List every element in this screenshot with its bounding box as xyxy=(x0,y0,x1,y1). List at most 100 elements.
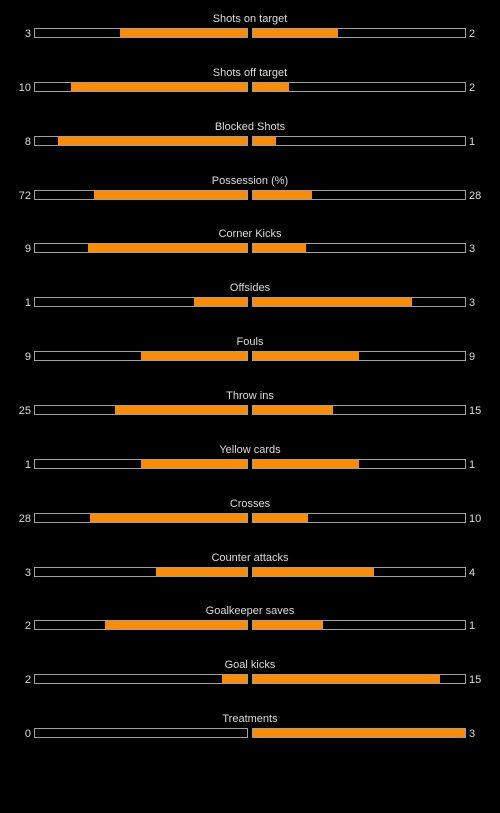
away-bar-fill xyxy=(253,82,290,91)
away-bar xyxy=(252,566,466,577)
stat-label: Possession (%) xyxy=(211,174,289,187)
away-value: 2 xyxy=(469,28,476,40)
away-bar xyxy=(252,351,466,362)
stat-label: Throw ins xyxy=(226,389,274,402)
home-value: 0 xyxy=(24,728,31,741)
home-value: 3 xyxy=(24,566,31,579)
away-value: 10 xyxy=(469,512,482,525)
home-bar xyxy=(34,458,248,469)
stat-label: Goalkeeper saves xyxy=(205,605,295,618)
away-bar xyxy=(252,81,466,92)
stat-label: Counter attacks xyxy=(211,551,289,564)
home-value: 3 xyxy=(24,28,31,40)
home-bar-fill xyxy=(94,190,247,199)
stat-row: Shots off target 10 2 xyxy=(0,62,500,102)
away-bar-fill xyxy=(253,244,306,253)
home-bar xyxy=(34,620,248,631)
stat-label: Shots off target xyxy=(212,66,288,79)
away-bar-fill xyxy=(253,352,359,361)
away-value: 28 xyxy=(469,189,482,202)
stat-row: Fouls 9 9 xyxy=(0,331,500,371)
home-value: 28 xyxy=(18,512,31,525)
away-bar xyxy=(252,674,466,685)
home-value: 2 xyxy=(24,620,31,633)
home-bar-fill xyxy=(88,244,247,253)
home-bar-fill xyxy=(90,513,247,522)
away-value: 1 xyxy=(469,135,476,148)
home-bar-fill xyxy=(104,621,247,630)
away-bar xyxy=(252,297,466,308)
away-value: 3 xyxy=(469,728,476,741)
home-bar-fill xyxy=(119,29,247,37)
away-bar xyxy=(252,189,466,200)
home-value: 9 xyxy=(24,243,31,256)
home-value: 72 xyxy=(18,189,31,202)
home-bar xyxy=(34,404,248,415)
home-bar xyxy=(34,135,248,146)
away-bar xyxy=(252,28,466,38)
home-bar-fill xyxy=(58,136,247,145)
home-bar-fill xyxy=(114,405,247,414)
stat-row: Throw ins 25 15 xyxy=(0,385,500,425)
away-bar-fill xyxy=(253,729,465,738)
stat-row: Blocked Shots 8 1 xyxy=(0,116,500,156)
home-value: 8 xyxy=(24,135,31,148)
stat-label: Blocked Shots xyxy=(214,120,286,133)
away-bar-fill xyxy=(253,459,359,468)
stat-label: Treatments xyxy=(222,713,278,726)
away-value: 1 xyxy=(469,458,476,471)
home-bar xyxy=(34,297,248,308)
home-bar-fill xyxy=(155,567,247,576)
away-value: 3 xyxy=(469,243,476,256)
away-bar xyxy=(252,728,466,739)
home-bar xyxy=(34,351,248,362)
home-value: 2 xyxy=(24,674,31,687)
home-bar xyxy=(34,189,248,200)
away-bar xyxy=(252,135,466,146)
stat-row: Possession (%) 72 28 xyxy=(0,170,500,210)
away-value: 1 xyxy=(469,620,476,633)
stat-row: Counter attacks 3 4 xyxy=(0,547,500,587)
home-bar xyxy=(34,243,248,254)
home-bar-fill xyxy=(194,298,247,307)
stat-row: Treatments 0 3 xyxy=(0,708,500,748)
away-bar xyxy=(252,512,466,523)
stat-row: Corner Kicks 9 3 xyxy=(0,223,500,263)
home-bar xyxy=(34,674,248,685)
stat-label: Shots on target xyxy=(212,13,288,25)
home-bar xyxy=(34,566,248,577)
stat-label: Fouls xyxy=(236,336,264,349)
stat-row: Crosses 28 10 xyxy=(0,493,500,533)
away-bar-fill xyxy=(253,29,338,37)
home-bar-fill xyxy=(141,352,247,361)
stat-label: Crosses xyxy=(229,497,271,510)
away-value: 15 xyxy=(469,674,482,687)
away-bar-fill xyxy=(253,513,309,522)
home-value: 10 xyxy=(18,81,31,94)
stat-label: Offsides xyxy=(229,282,271,295)
stat-row: Yellow cards 1 1 xyxy=(0,439,500,479)
home-bar xyxy=(34,81,248,92)
home-bar-fill xyxy=(71,82,247,91)
away-bar-fill xyxy=(253,621,323,630)
away-bar-fill xyxy=(253,298,412,307)
home-bar-fill xyxy=(221,675,247,684)
away-bar xyxy=(252,458,466,469)
home-value: 9 xyxy=(24,351,31,364)
away-value: 2 xyxy=(469,81,476,94)
away-bar xyxy=(252,620,466,631)
stat-label: Yellow cards xyxy=(219,443,281,456)
home-value: 25 xyxy=(18,404,31,417)
stat-label: Goal kicks xyxy=(224,659,276,672)
away-bar-fill xyxy=(253,405,333,414)
away-bar-fill xyxy=(253,190,313,199)
home-bar xyxy=(34,512,248,523)
home-value: 1 xyxy=(24,297,31,310)
away-value: 4 xyxy=(469,566,476,579)
stat-row: Shots on target 3 2 xyxy=(0,8,500,48)
away-bar xyxy=(252,243,466,254)
stat-row: Offsides 1 3 xyxy=(0,277,500,317)
stat-row: Goalkeeper saves 2 1 xyxy=(0,600,500,640)
away-value: 15 xyxy=(469,404,482,417)
home-bar xyxy=(34,728,248,739)
